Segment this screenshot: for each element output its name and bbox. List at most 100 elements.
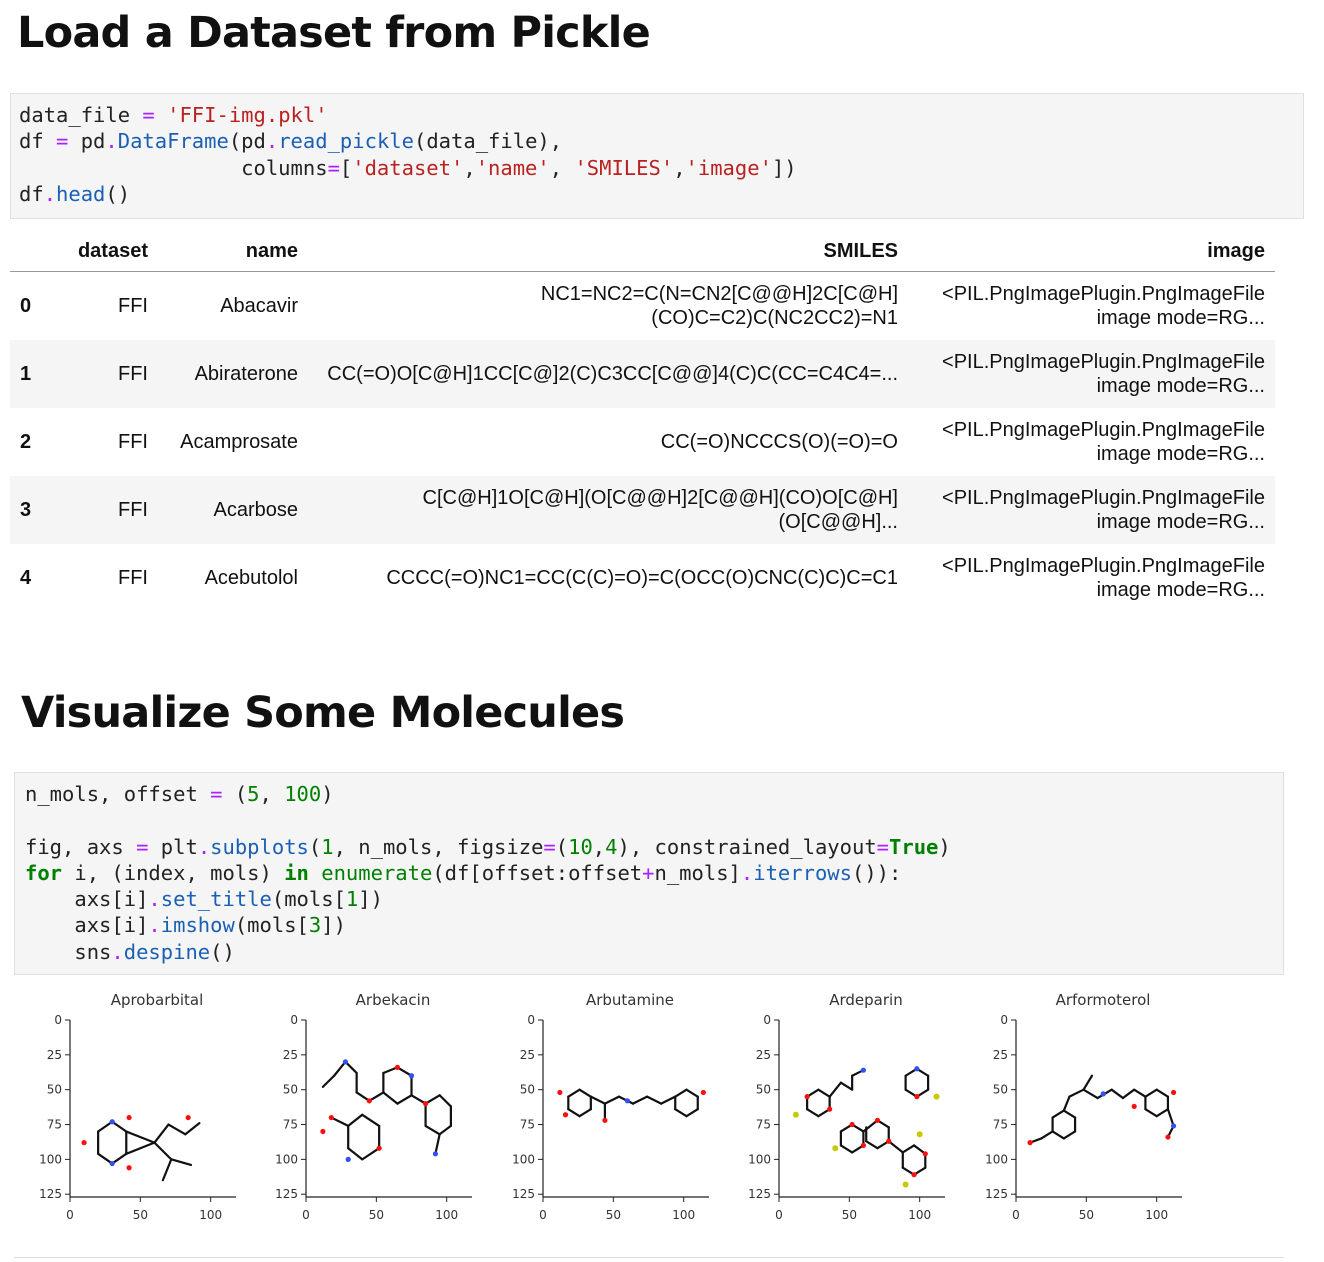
bond [97, 1120, 114, 1133]
row-index: 0 [20, 294, 32, 317]
cell-dataset: FFI [118, 431, 148, 453]
oxygen-atom [81, 1140, 87, 1146]
bond [368, 1091, 385, 1102]
bond [674, 1108, 688, 1118]
image-line: <PIL.PngImagePlugin.PngImageFile [942, 555, 1265, 577]
y-tick-label: 100 [39, 1152, 62, 1166]
bond [1062, 1130, 1077, 1140]
nitrogen-atom [408, 1073, 415, 1079]
image-line: <PIL.PngImagePlugin.PngImageFile [942, 487, 1265, 509]
y-tick-label: 125 [275, 1187, 298, 1201]
y-tick-label: 75 [993, 1118, 1008, 1132]
oxygen-atom [602, 1117, 608, 1123]
bond [330, 1116, 350, 1128]
bond [347, 1147, 364, 1161]
smiles-line: NC1=NC2=C(N=CN2[C@@H]2C[C@H] [540, 283, 898, 305]
y-tick-label: 125 [748, 1187, 771, 1201]
cell-smiles: CCCC(=O)NC1=CC(C(C)=O)=C(OCC(O)CNC(C)C)C… [386, 567, 898, 589]
nitrogen-atom [624, 1098, 631, 1104]
y-tick-label: 50 [993, 1083, 1008, 1097]
bond [347, 1113, 364, 1128]
code-cell-load-pickle[interactable]: data_file = 'FFI-img.pkl' df = pd.DataFr… [10, 93, 1304, 219]
code-line: axs[i].set_title(mols[1]) [25, 887, 383, 912]
axes-area: 0 25 50 75 100 125 0 50 100 [275, 1013, 472, 1222]
cell-smiles: NC1=NC2=C(N=CN2[C@@H]2C[C@H] (CO)C=C2)C(N… [308, 272, 908, 341]
index-header [10, 231, 60, 272]
bond [361, 1113, 381, 1128]
nitrogen-atom [342, 1059, 348, 1065]
cell-divider [14, 1257, 1284, 1258]
molecule-structure [81, 1114, 201, 1182]
code-line: for i, (index, mols) in enumerate(df[off… [25, 860, 902, 885]
column-header-dataset: dataset [60, 231, 158, 272]
oxygen-atom [320, 1128, 326, 1135]
row-index: 2 [20, 430, 32, 453]
x-tick-label: 50 [133, 1208, 148, 1222]
cell-dataset: FFI [118, 295, 148, 317]
nitrogen-atom [432, 1151, 439, 1157]
bond [321, 1074, 336, 1088]
image-line: image mode=RG... [1096, 579, 1265, 601]
code-line: n_mols, offset = (5, 100) [25, 782, 334, 806]
bond [631, 1095, 649, 1105]
y-tick-label: 100 [512, 1152, 535, 1166]
bond [674, 1088, 688, 1098]
row-index: 4 [20, 566, 32, 589]
bond [344, 1060, 358, 1075]
nitrogen-atom [1100, 1091, 1106, 1097]
bond [646, 1095, 663, 1105]
cell-image: <PIL.PngImagePlugin.PngImageFile image mo… [908, 544, 1275, 612]
x-tick-label: 50 [1079, 1208, 1094, 1222]
smiles-line: (CO)C=C2)C(NC2CC2)=N1 [651, 307, 898, 329]
bond [424, 1124, 441, 1136]
oxygen-atom [126, 1114, 132, 1121]
bond [1082, 1074, 1094, 1091]
oxygen-atom [422, 1101, 429, 1107]
bond [167, 1123, 187, 1136]
bond [424, 1094, 441, 1105]
oxygen-atom [1170, 1089, 1177, 1096]
section-heading-visualize: Visualize Some Molecules [21, 688, 625, 738]
y-tick-label: 25 [47, 1048, 62, 1062]
molecule-structure [1027, 1074, 1177, 1146]
image-line: image mode=RG... [1096, 511, 1265, 533]
x-tick-label: 0 [775, 1208, 783, 1222]
bond [1166, 1108, 1175, 1128]
code-cell-visualize[interactable]: n_mols, offset = (5, 100) fig, axs = plt… [14, 772, 1284, 975]
cell-dataset: FFI [60, 340, 158, 408]
code-line: columns=['dataset','name', 'SMILES','ima… [19, 155, 797, 180]
bond [1133, 1088, 1147, 1098]
y-tick-label: 0 [527, 1013, 535, 1027]
bond [153, 1123, 170, 1144]
y-tick-label: 125 [512, 1187, 535, 1201]
nitrogen-atom [345, 1156, 351, 1162]
y-tick-label: 50 [47, 1083, 62, 1097]
cell-name: Abacavir [220, 295, 298, 317]
y-tick-label: 0 [1000, 1013, 1008, 1027]
bond [660, 1095, 677, 1105]
sulfur-atom [792, 1111, 799, 1118]
subplot-arformoterol: Arformoterol 0 25 50 75 100 125 0 50 100 [972, 985, 1208, 1230]
axes-area: 0 25 50 75 100 125 0 50 100 [512, 1013, 709, 1222]
column-header-name: name [158, 231, 308, 272]
cell-name: Acebutolol [204, 567, 298, 589]
cell-dataset: FFI [118, 567, 148, 589]
y-tick-label: 125 [39, 1187, 62, 1201]
cell-name: Acarbose [158, 476, 308, 544]
y-tick-label: 50 [520, 1083, 535, 1097]
oxygen-atom [700, 1089, 706, 1096]
x-tick-label: 50 [369, 1208, 384, 1222]
subplot-arbutamine: Arbutamine 0 25 50 75 100 125 0 50 100 [499, 985, 735, 1230]
bond [396, 1094, 413, 1105]
column-header-image: image [908, 231, 1275, 272]
bond [1110, 1088, 1125, 1100]
table-row: 0 FFI Abacavir NC1=NC2=C(N=CN2[C@@H]2C[C… [10, 272, 1275, 341]
bond [125, 1130, 156, 1144]
x-tick-label: 50 [842, 1208, 857, 1222]
x-tick-label: 50 [606, 1208, 621, 1222]
bond [438, 1124, 452, 1136]
y-tick-label: 25 [756, 1048, 771, 1062]
cell-name: Acamprosate [180, 431, 298, 453]
y-tick-label: 0 [763, 1013, 771, 1027]
oxygen-atom [827, 1106, 833, 1112]
